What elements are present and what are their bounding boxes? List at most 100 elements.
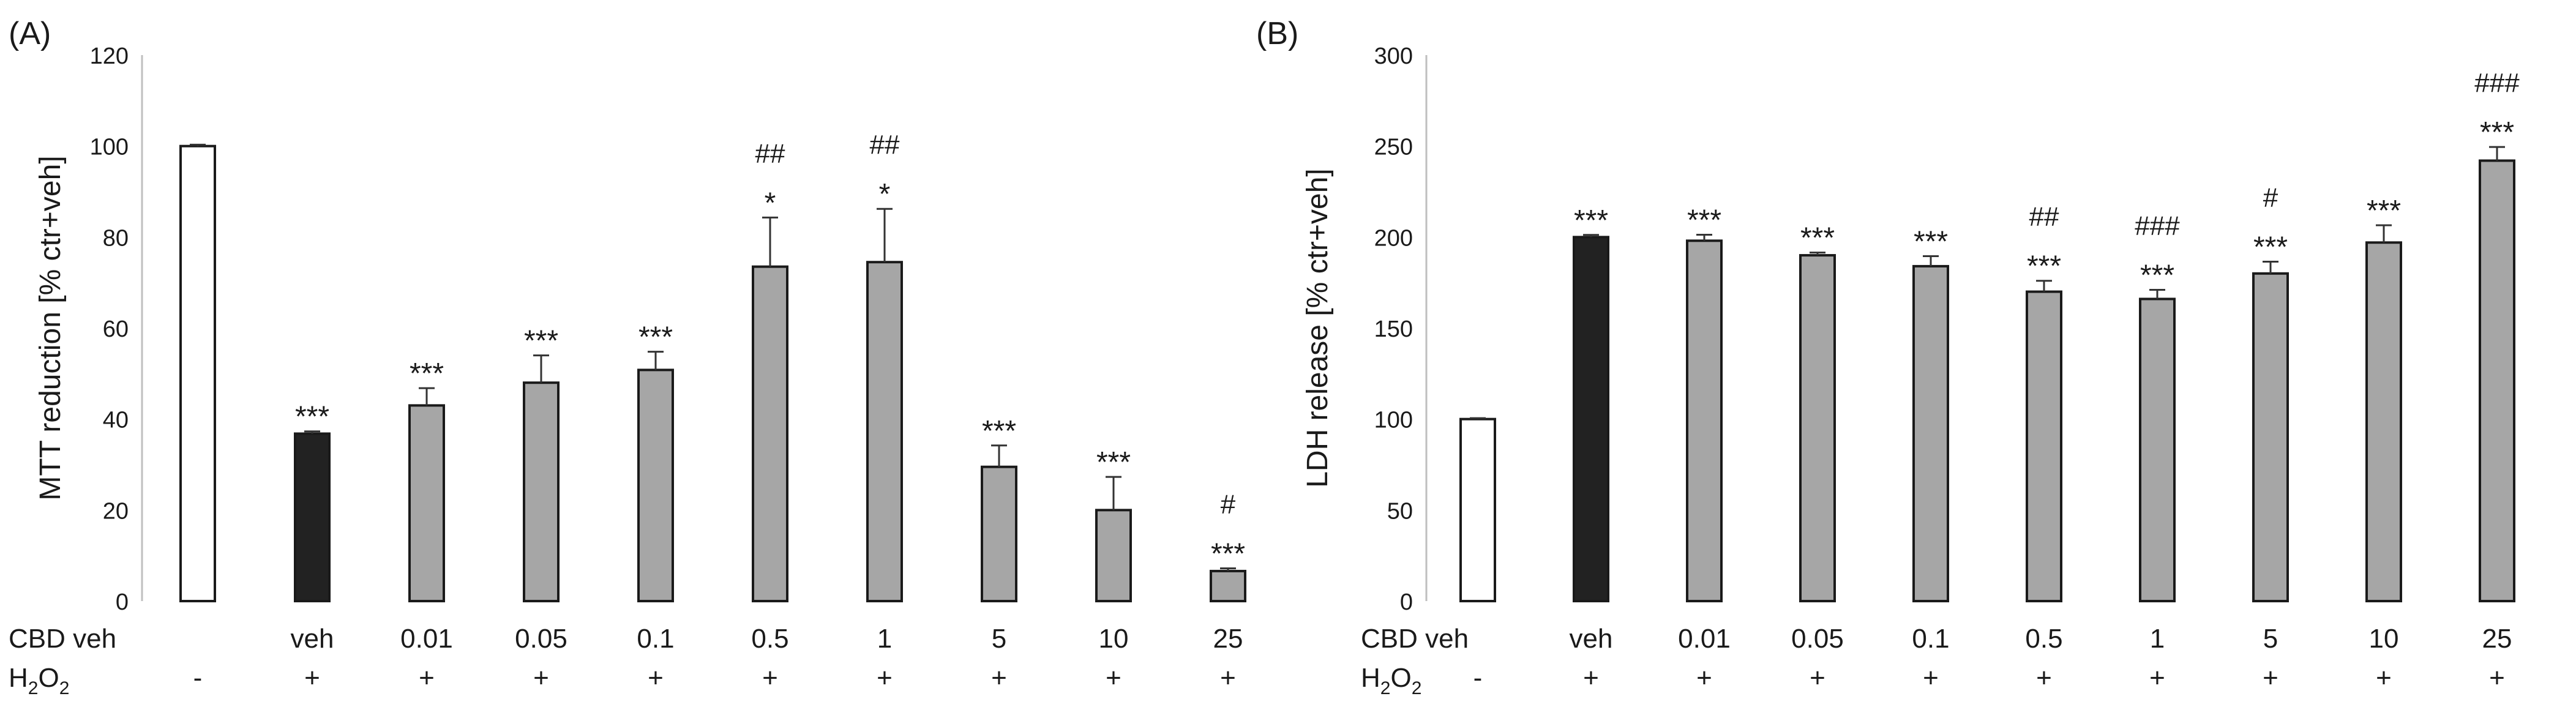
- panel-a-bar: [294, 432, 331, 602]
- panel-a-significance-stars: *: [765, 187, 776, 219]
- panel-a-bar: [637, 368, 674, 602]
- panel-a-y-axis-title: MTT reduction [% ctr+veh]: [34, 155, 67, 500]
- panel-b-bar: [2252, 272, 2289, 602]
- panel-a-cbd-label: 0.01: [400, 624, 453, 654]
- panel-a-h2o2-label: -: [193, 663, 203, 693]
- panel-b-bar: [1686, 239, 1723, 602]
- panel-b-bar: [1459, 417, 1496, 603]
- panel-a-cbd-label: 0.5: [751, 624, 788, 654]
- panel-b-cbd-row-label: CBD veh: [1361, 624, 1469, 654]
- panel-b-significance-stars: ***: [2480, 116, 2514, 149]
- panel-a-bar: [1210, 569, 1246, 603]
- panel-b-h2o2-row-label: H2O2: [1361, 663, 1421, 698]
- panel-b-h2o2-label: +: [2263, 663, 2278, 693]
- panel-a-h2o2-letter: H: [9, 663, 28, 693]
- panel-a-significance-stars: ***: [1096, 446, 1131, 479]
- panel-a-bar: [408, 404, 445, 602]
- panel-a-h2o2-label: +: [877, 663, 893, 693]
- panel-a-h2o2-subscript: 2: [59, 678, 70, 698]
- panel-a-significance-stars: ***: [295, 401, 329, 433]
- panel-b-h2o2-letter: H: [1361, 663, 1380, 693]
- panel-a-y-tick-label: 40: [103, 408, 129, 433]
- panel-a-h2o2-label: +: [762, 663, 778, 693]
- panel-a-y-tick-label: 20: [103, 498, 129, 524]
- panel-a-cbd-label: veh: [291, 624, 334, 654]
- panel-a-cbd-label: 10: [1099, 624, 1129, 654]
- panel-b-cbd-label: 0.01: [1678, 624, 1731, 654]
- panel-b-bar: [2026, 290, 2062, 602]
- panel-b-h2o2-label: +: [2489, 663, 2505, 693]
- panel-b-cbd-label: 5: [2263, 624, 2278, 654]
- panel-b-significance-stars: ***: [2140, 260, 2174, 292]
- panel-a-bar: [1095, 509, 1132, 602]
- panel-b-significance-stars: ***: [2027, 250, 2061, 283]
- panel-a-y-tick-label: 120: [90, 43, 129, 69]
- panel-b-significance-hash: #: [2263, 182, 2278, 212]
- panel-a-chart: (A) 0 20 40 60 80 100 120 MTT reduction [% ctr+v…: [9, 16, 1246, 698]
- panel-a-h2o2-label: +: [1220, 663, 1236, 693]
- panel-a-h2o2-label: +: [304, 663, 320, 693]
- panel-a-cbd-row-label: CBD veh: [9, 624, 116, 654]
- panel-b-significance-hash: ##: [2029, 202, 2059, 232]
- panel-b-y-tick-label: 100: [1374, 408, 1413, 433]
- panel-b-cbd-label: 1: [2150, 624, 2165, 654]
- panel-b-cbd-label: 25: [2482, 624, 2512, 654]
- panel-b-bar: [2479, 159, 2515, 603]
- panel-a-label: (A): [9, 16, 51, 51]
- panel-b-bar: [2365, 241, 2402, 602]
- panel-b-bar: [2139, 297, 2176, 602]
- panel-b-significance-hash: ###: [2135, 211, 2180, 241]
- panel-b-h2o2-label: +: [1696, 663, 1712, 693]
- panel-b-cbd-label: 0.05: [1791, 624, 1844, 654]
- panel-a-significance-hash: #: [1221, 489, 1236, 519]
- panel-a-cbd-label: 5: [992, 624, 1006, 654]
- panel-b-y-tick-label: 250: [1374, 135, 1413, 160]
- panel-b-y-tick-label: 0: [1400, 589, 1413, 615]
- panel-a-significance-stars: ***: [638, 321, 673, 354]
- panel-b-bar: [1799, 254, 1836, 603]
- panel-b-y-tick-label: 50: [1387, 498, 1413, 524]
- panel-a-bar: [523, 381, 560, 602]
- panel-a-cbd-label: 0.1: [637, 624, 674, 654]
- panel-a-h2o2-row-label: H2O2: [9, 663, 69, 698]
- panel-b-h2o2-label: +: [2376, 663, 2392, 693]
- panel-a-h2o2-label: +: [533, 663, 549, 693]
- panel-a-bar: [752, 265, 788, 602]
- panel-b-y-tick-label: 150: [1374, 316, 1413, 342]
- panel-b-h2o2-label: +: [2036, 663, 2052, 693]
- panel-b-bar: [1573, 236, 1609, 603]
- panel-a-y-tick-label: 80: [103, 225, 129, 251]
- panel-a-y-tick-label: 100: [90, 135, 129, 160]
- panel-b-cbd-label: 0.5: [2025, 624, 2062, 654]
- panel-b-y-axis-title: LDH release [% ctr+veh]: [1301, 168, 1334, 488]
- panel-a-significance-stars: ***: [410, 357, 444, 390]
- panel-a-bar: [981, 465, 1017, 603]
- panel-a-cbd-label: 25: [1213, 624, 1243, 654]
- panel-a-h2o2-label: +: [991, 663, 1007, 693]
- panel-a-significance-hash: ##: [870, 130, 900, 160]
- panel-a-h2o2-subscript: 2: [28, 678, 39, 698]
- panel-b-h2o2-label: +: [2149, 663, 2165, 693]
- panel-b-y-tick-label: 200: [1374, 225, 1413, 251]
- panel-b-cbd-label: 10: [2369, 624, 2399, 654]
- panel-a-bar: [866, 261, 903, 602]
- panel-a-y-tick-label: 0: [116, 589, 129, 615]
- panel-b-significance-stars: ***: [1800, 222, 1835, 255]
- panel-a-significance-stars: *: [879, 178, 891, 211]
- panel-a-cbd-label: 1: [877, 624, 892, 654]
- panel-b-chart: (B) 0 50 100 150 200 250 300 LDH release [% ctr+…: [1256, 16, 2520, 698]
- panel-b-h2o2-label: -: [1473, 663, 1483, 693]
- panel-b-significance-stars: ***: [1687, 204, 1721, 236]
- panel-b-bar: [1912, 264, 1949, 602]
- panel-b-cbd-label: veh: [1570, 624, 1613, 654]
- panel-b-h2o2-subscript: 2: [1412, 678, 1422, 698]
- panel-a-cbd-label: 0.05: [515, 624, 567, 654]
- panel-b-significance-stars: ***: [2253, 231, 2288, 263]
- panel-b-significance-stars: ***: [1914, 226, 1948, 258]
- panel-b-label: (B): [1256, 16, 1298, 51]
- panel-a-h2o2-letter: O: [38, 663, 59, 693]
- panel-b-h2o2-label: +: [1583, 663, 1599, 693]
- panel-a-h2o2-label: +: [1106, 663, 1121, 693]
